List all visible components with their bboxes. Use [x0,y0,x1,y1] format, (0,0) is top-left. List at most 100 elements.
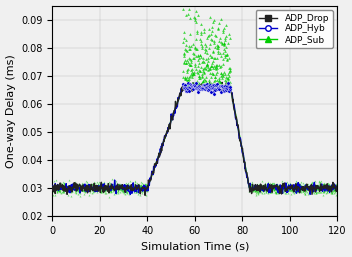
Point [99,183,105,187]
Point [272,183,278,188]
Point [326,181,331,185]
Point [80,183,85,187]
Point [98,186,103,190]
Point [75,189,81,193]
Point [51,187,57,191]
Point [289,189,295,193]
Point [277,185,282,189]
Point [100,189,106,194]
Point [227,87,233,91]
Point [58,186,64,190]
Point [288,188,294,192]
Point [302,185,307,189]
Point [292,185,298,189]
Point [55,186,61,190]
Point [100,182,106,186]
Point [99,183,105,188]
Point [318,190,323,194]
Point [144,185,150,189]
ADP_Drop [143,194,147,197]
Point [290,186,296,190]
Point [309,186,315,190]
Point [80,188,86,192]
Point [212,39,217,43]
Point [263,189,269,193]
Point [63,191,69,195]
Point [191,83,197,87]
Point [73,181,78,186]
Point [75,187,81,191]
Point [296,187,302,191]
Point [304,187,310,191]
Point [276,188,282,192]
Point [59,181,64,186]
Point [189,73,195,77]
Point [76,182,82,186]
ADP_Drop [50,189,55,192]
Point [279,188,284,192]
Point [262,186,267,190]
Point [189,81,195,85]
Point [306,186,312,190]
Point [94,188,99,192]
Point [267,190,273,194]
Point [291,186,297,190]
Point [308,188,313,192]
ADP_Hyb [186,81,190,84]
ADP_Hyb [50,184,55,187]
Point [92,186,98,190]
Point [270,182,275,186]
Point [73,188,78,192]
Point [190,72,196,76]
Point [115,188,121,192]
Point [68,183,73,187]
Point [326,185,331,189]
Point [255,184,260,188]
Point [134,189,140,193]
Point [198,42,203,46]
Point [139,189,145,193]
Point [125,183,131,187]
Point [274,190,279,195]
Point [125,181,131,185]
Point [81,189,87,194]
Point [123,180,129,185]
Point [142,190,148,194]
Point [308,181,314,186]
Point [102,187,108,191]
Point [124,187,130,191]
Point [265,188,270,192]
Point [323,187,328,191]
Point [320,193,326,197]
Point [132,187,138,191]
Point [283,188,289,192]
Point [220,57,226,61]
Point [287,183,293,188]
Point [197,85,202,89]
Point [214,87,220,91]
Point [222,84,228,88]
Point [101,188,107,192]
Point [217,83,223,87]
Point [191,84,196,88]
Point [64,185,69,189]
Point [188,44,194,48]
Point [207,66,213,70]
Point [65,188,71,192]
Point [203,86,209,90]
Point [320,189,326,193]
Point [331,187,337,191]
Point [297,182,302,186]
Point [203,57,209,61]
Point [276,188,282,192]
Point [187,89,192,93]
Point [211,92,217,96]
Point [307,186,313,190]
Point [129,185,135,189]
Point [265,187,270,191]
X-axis label: Simulation Time (s): Simulation Time (s) [140,241,249,251]
Point [68,194,74,198]
Point [283,182,289,186]
Point [299,185,304,189]
Point [294,187,300,191]
